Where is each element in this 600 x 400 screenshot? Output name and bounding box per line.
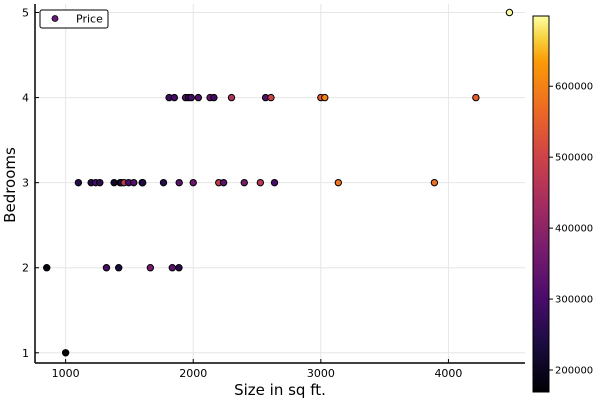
colorbar-tick-label: 400000 xyxy=(555,224,593,235)
x-tick-label: 2000 xyxy=(179,367,207,380)
y-axis-title: Bedrooms xyxy=(1,147,19,223)
legend-box xyxy=(39,9,109,29)
data-point xyxy=(146,264,155,272)
colorbar-tick-label: 300000 xyxy=(555,295,593,306)
data-point xyxy=(505,8,514,17)
data-point xyxy=(61,349,70,357)
data-point xyxy=(256,178,265,187)
colorbar-tick-label: 600000 xyxy=(555,82,593,93)
x-axis-title: Size in sq ft. xyxy=(234,381,326,399)
data-point xyxy=(138,178,147,187)
colorbar: 200000 300000 400000 500000 600000 xyxy=(532,15,593,393)
axes: 1000 2000 3000 4000 1 2 3 4 5 xyxy=(22,4,525,380)
data-point xyxy=(43,264,51,272)
data-point xyxy=(96,178,104,187)
legend-marker-icon xyxy=(51,15,59,22)
data-points xyxy=(43,8,514,357)
y-tick-label: 3 xyxy=(22,177,29,190)
x-tick-label: 3000 xyxy=(307,367,335,380)
data-point xyxy=(170,93,179,102)
data-point xyxy=(74,178,83,187)
data-point xyxy=(189,178,197,187)
data-point xyxy=(110,178,118,187)
data-point xyxy=(219,178,228,187)
data-point xyxy=(430,178,439,187)
data-point xyxy=(210,93,218,102)
data-point xyxy=(334,178,343,187)
data-point xyxy=(115,264,123,272)
data-point xyxy=(267,93,275,102)
data-point xyxy=(175,178,183,187)
y-tick-label: 5 xyxy=(22,7,29,20)
data-point xyxy=(194,93,203,102)
data-point xyxy=(240,178,248,187)
data-point xyxy=(321,93,329,102)
colorbar-gradient xyxy=(532,15,550,393)
colorbar-tick-label: 200000 xyxy=(555,366,593,377)
y-tick-label: 4 xyxy=(22,92,29,105)
data-point xyxy=(102,264,111,272)
data-point xyxy=(168,264,177,272)
grid-lines xyxy=(35,4,525,363)
data-point xyxy=(187,93,196,102)
x-tick-label: 4000 xyxy=(434,367,462,380)
data-point xyxy=(130,178,138,187)
legend: Price xyxy=(39,9,109,29)
y-tick-label: 2 xyxy=(22,262,29,275)
x-tick-label: 1000 xyxy=(52,367,80,380)
data-point xyxy=(159,178,168,187)
legend-label-price: Price xyxy=(76,13,103,26)
data-point xyxy=(270,178,279,187)
data-point xyxy=(472,93,480,102)
data-point xyxy=(175,264,183,272)
y-tick-label: 1 xyxy=(22,347,29,360)
colorbar-tick-label: 500000 xyxy=(555,153,593,164)
data-point xyxy=(227,93,236,102)
